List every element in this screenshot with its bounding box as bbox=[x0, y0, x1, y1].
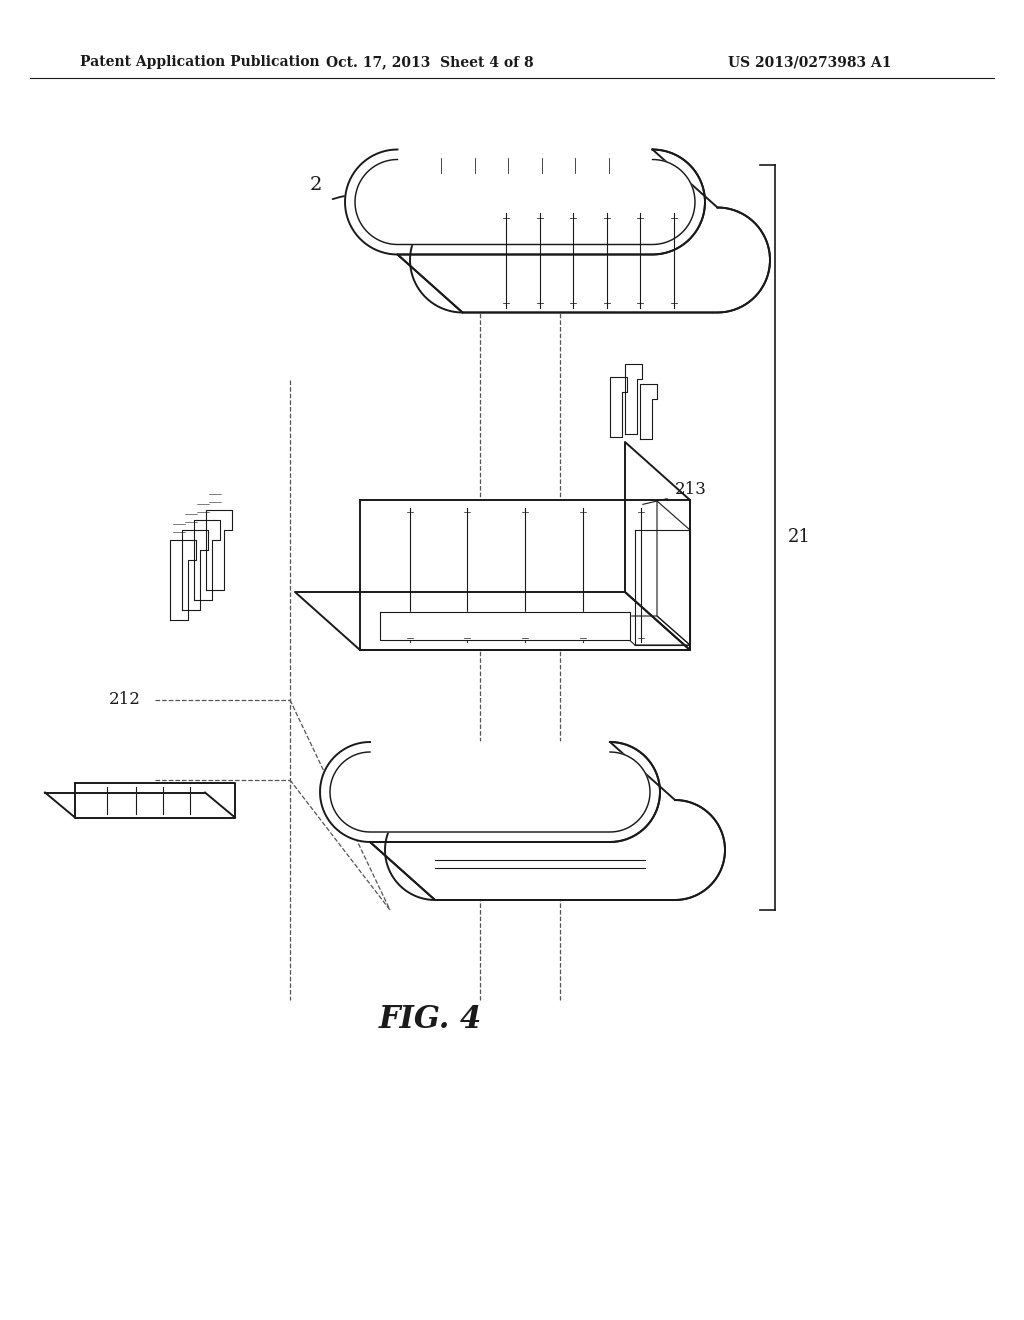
Polygon shape bbox=[657, 502, 690, 645]
Polygon shape bbox=[194, 520, 220, 601]
Polygon shape bbox=[397, 149, 770, 313]
Polygon shape bbox=[75, 783, 234, 817]
Text: Patent Application Publication: Patent Application Publication bbox=[80, 55, 319, 69]
Polygon shape bbox=[385, 800, 725, 900]
Polygon shape bbox=[182, 531, 208, 610]
Polygon shape bbox=[295, 591, 690, 649]
Text: FIG. 4: FIG. 4 bbox=[379, 1005, 481, 1035]
Polygon shape bbox=[370, 742, 725, 900]
Polygon shape bbox=[625, 364, 637, 434]
Text: Oct. 17, 2013  Sheet 4 of 8: Oct. 17, 2013 Sheet 4 of 8 bbox=[327, 55, 534, 69]
Text: 2: 2 bbox=[310, 176, 323, 194]
Text: 21: 21 bbox=[788, 528, 811, 546]
Polygon shape bbox=[330, 752, 650, 832]
Polygon shape bbox=[635, 531, 690, 645]
Polygon shape bbox=[206, 510, 232, 590]
Polygon shape bbox=[610, 378, 622, 437]
Polygon shape bbox=[170, 540, 196, 620]
Text: 213: 213 bbox=[675, 482, 707, 499]
Text: US 2013/0273983 A1: US 2013/0273983 A1 bbox=[728, 55, 892, 69]
Polygon shape bbox=[625, 442, 690, 649]
Text: 212: 212 bbox=[110, 692, 141, 709]
Polygon shape bbox=[380, 612, 630, 640]
Polygon shape bbox=[345, 149, 705, 255]
Polygon shape bbox=[355, 160, 695, 244]
Polygon shape bbox=[410, 207, 770, 313]
Polygon shape bbox=[640, 384, 652, 440]
Polygon shape bbox=[321, 742, 659, 842]
Polygon shape bbox=[360, 500, 690, 649]
Polygon shape bbox=[602, 616, 690, 645]
